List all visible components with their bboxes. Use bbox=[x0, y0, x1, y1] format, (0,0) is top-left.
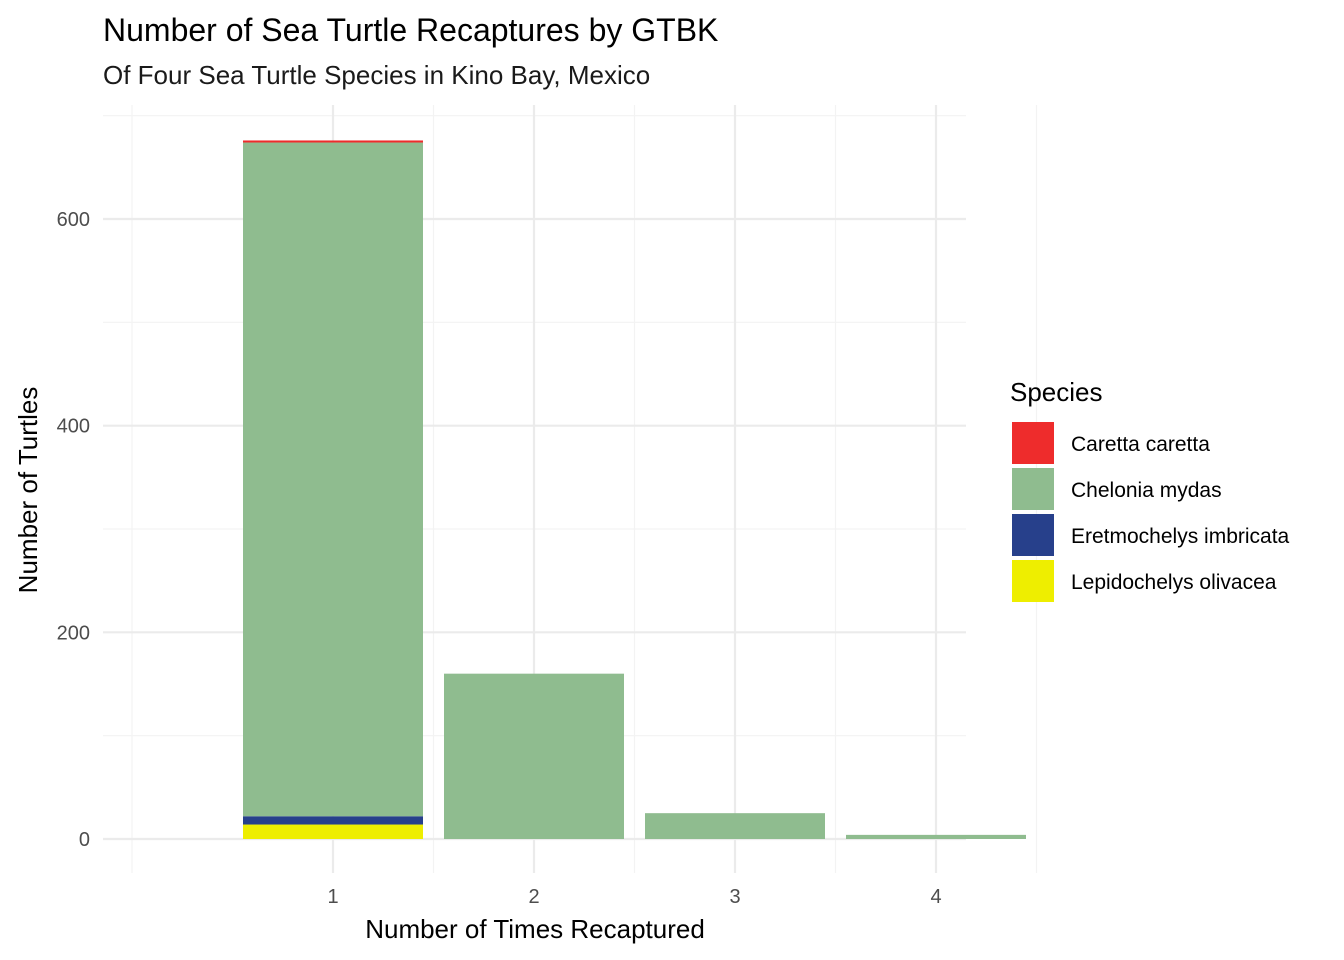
y-tick-label: 0 bbox=[79, 829, 90, 851]
y-tick-label: 600 bbox=[57, 209, 90, 231]
bar-segment-caretta-caretta-1 bbox=[243, 140, 423, 143]
x-axis-title: Number of Times Recaptured bbox=[365, 914, 705, 944]
legend-swatch bbox=[1012, 560, 1054, 602]
bar-segment-chelonia-mydas-3 bbox=[645, 813, 825, 839]
y-tick-label: 200 bbox=[57, 622, 90, 644]
legend-label: Caretta caretta bbox=[1071, 433, 1210, 456]
legend-swatch bbox=[1012, 468, 1054, 510]
x-axis-ticks: 1 2 3 4 bbox=[327, 886, 941, 908]
x-tick-label: 2 bbox=[528, 886, 539, 908]
bar-segment-chelonia-mydas-2 bbox=[444, 673, 624, 839]
bars bbox=[243, 140, 1026, 839]
legend-label: Eretmochelys imbricata bbox=[1071, 525, 1290, 548]
legend-label: Lepidochelys olivacea bbox=[1071, 571, 1277, 594]
chart-subtitle: Of Four Sea Turtle Species in Kino Bay, … bbox=[103, 60, 650, 90]
x-tick-label: 3 bbox=[729, 886, 740, 908]
bar-segment-chelonia-mydas-1 bbox=[243, 142, 423, 817]
y-axis-ticks: 0 200 400 600 bbox=[57, 209, 90, 851]
x-tick-label: 1 bbox=[327, 886, 338, 908]
bar-segment-eretmochelys-imbricata-1 bbox=[243, 816, 423, 825]
bar-segment-chelonia-mydas-4 bbox=[846, 834, 1026, 839]
legend: Species Caretta caretta Chelonia mydas Ere… bbox=[1010, 377, 1290, 602]
legend-title: Species bbox=[1010, 377, 1103, 407]
y-tick-label: 400 bbox=[57, 416, 90, 438]
bar-segment-lepidochelys-olivacea-1 bbox=[243, 824, 423, 839]
x-tick-label: 4 bbox=[930, 886, 941, 908]
legend-swatch bbox=[1012, 514, 1054, 556]
y-axis-title: Number of Turtles bbox=[13, 387, 43, 594]
legend-label: Chelonia mydas bbox=[1071, 479, 1222, 502]
legend-swatch bbox=[1012, 422, 1054, 464]
chart-title: Number of Sea Turtle Recaptures by GTBK bbox=[103, 12, 718, 48]
